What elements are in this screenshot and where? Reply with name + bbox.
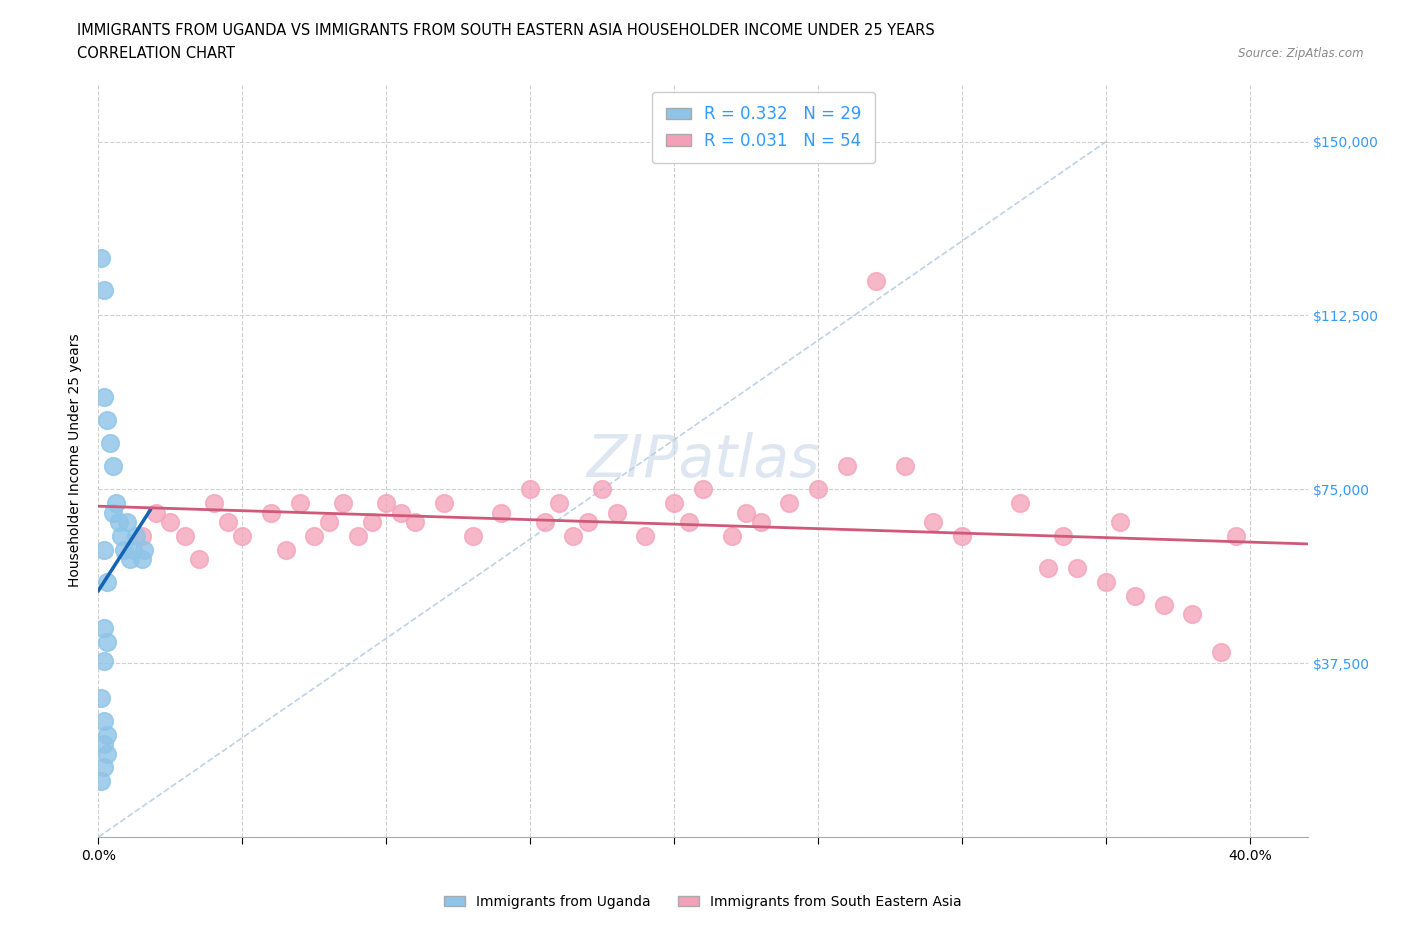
Point bbox=[865, 273, 887, 288]
Point bbox=[93, 621, 115, 636]
Legend: Immigrants from Uganda, Immigrants from South Eastern Asia: Immigrants from Uganda, Immigrants from … bbox=[439, 889, 967, 914]
Point bbox=[634, 528, 657, 543]
Point bbox=[1008, 496, 1031, 511]
Point bbox=[101, 505, 124, 520]
Point bbox=[576, 514, 599, 529]
Text: Source: ZipAtlas.com: Source: ZipAtlas.com bbox=[1239, 46, 1364, 60]
Point bbox=[835, 458, 858, 473]
Point bbox=[519, 482, 541, 497]
Y-axis label: Householder Income Under 25 years: Householder Income Under 25 years bbox=[69, 334, 83, 587]
Point bbox=[134, 542, 156, 557]
Point bbox=[389, 505, 412, 520]
Point bbox=[115, 514, 138, 529]
Point bbox=[591, 482, 613, 497]
Point bbox=[131, 528, 153, 543]
Point bbox=[90, 774, 112, 789]
Point bbox=[104, 496, 127, 511]
Point bbox=[202, 496, 225, 511]
Point bbox=[664, 496, 686, 511]
Point bbox=[93, 713, 115, 728]
Point bbox=[93, 654, 115, 669]
Point bbox=[1153, 598, 1175, 613]
Point bbox=[96, 746, 118, 761]
Point bbox=[96, 412, 118, 427]
Point bbox=[375, 496, 398, 511]
Point bbox=[346, 528, 368, 543]
Point bbox=[231, 528, 253, 543]
Point bbox=[96, 635, 118, 650]
Point bbox=[101, 458, 124, 473]
Point bbox=[112, 542, 135, 557]
Point bbox=[950, 528, 973, 543]
Point bbox=[217, 514, 239, 529]
Point bbox=[749, 514, 772, 529]
Point bbox=[188, 551, 211, 566]
Text: ZIPatlas: ZIPatlas bbox=[586, 432, 820, 489]
Point bbox=[110, 528, 132, 543]
Point bbox=[90, 250, 112, 265]
Point bbox=[96, 575, 118, 590]
Point bbox=[720, 528, 742, 543]
Point bbox=[120, 551, 142, 566]
Point bbox=[173, 528, 195, 543]
Point bbox=[461, 528, 484, 543]
Point bbox=[778, 496, 800, 511]
Point bbox=[274, 542, 297, 557]
Text: CORRELATION CHART: CORRELATION CHART bbox=[77, 46, 235, 61]
Point bbox=[98, 435, 121, 450]
Point bbox=[404, 514, 426, 529]
Point bbox=[491, 505, 513, 520]
Point bbox=[807, 482, 830, 497]
Point bbox=[1066, 561, 1088, 576]
Point bbox=[1123, 589, 1146, 604]
Point bbox=[260, 505, 283, 520]
Point bbox=[93, 389, 115, 404]
Point bbox=[562, 528, 585, 543]
Point bbox=[159, 514, 181, 529]
Point bbox=[433, 496, 456, 511]
Point bbox=[304, 528, 326, 543]
Point bbox=[1038, 561, 1060, 576]
Point bbox=[332, 496, 354, 511]
Point bbox=[145, 505, 167, 520]
Point bbox=[548, 496, 571, 511]
Point bbox=[678, 514, 700, 529]
Point bbox=[692, 482, 714, 497]
Point bbox=[107, 514, 129, 529]
Point bbox=[90, 690, 112, 705]
Point bbox=[606, 505, 628, 520]
Point bbox=[318, 514, 340, 529]
Point bbox=[93, 283, 115, 298]
Point bbox=[1052, 528, 1074, 543]
Point bbox=[533, 514, 555, 529]
Point bbox=[1095, 575, 1118, 590]
Point bbox=[131, 551, 153, 566]
Text: IMMIGRANTS FROM UGANDA VS IMMIGRANTS FROM SOUTH EASTERN ASIA HOUSEHOLDER INCOME : IMMIGRANTS FROM UGANDA VS IMMIGRANTS FRO… bbox=[77, 23, 935, 38]
Point bbox=[893, 458, 915, 473]
Point bbox=[1109, 514, 1132, 529]
Point bbox=[93, 737, 115, 751]
Point bbox=[125, 528, 148, 543]
Point bbox=[1211, 644, 1233, 659]
Point bbox=[361, 514, 384, 529]
Point bbox=[1181, 607, 1204, 622]
Point bbox=[922, 514, 945, 529]
Point bbox=[288, 496, 311, 511]
Point bbox=[96, 727, 118, 742]
Point bbox=[93, 542, 115, 557]
Point bbox=[122, 542, 145, 557]
Point bbox=[1225, 528, 1247, 543]
Point bbox=[735, 505, 758, 520]
Point bbox=[93, 760, 115, 775]
